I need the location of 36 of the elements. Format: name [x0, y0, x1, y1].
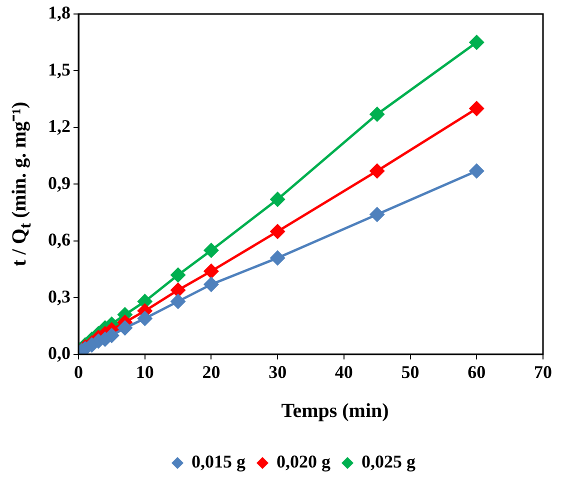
x-tick-label: 0: [74, 362, 83, 382]
x-tick-label: 20: [202, 362, 220, 382]
point: [204, 243, 218, 258]
x-tick-label: 50: [401, 362, 420, 382]
x-axis-title: Temps (min): [280, 400, 390, 423]
point: [138, 311, 152, 326]
legend-label: 0,025 g: [362, 452, 416, 472]
x-tick-label: 70: [534, 362, 552, 382]
point: [469, 101, 484, 116]
point: [170, 268, 186, 282]
point: [270, 250, 285, 266]
y-tick-label: 1,5: [48, 59, 70, 80]
x-tick-label: 10: [136, 362, 154, 382]
y-tick-label: 0,3: [48, 286, 70, 306]
point: [204, 264, 218, 278]
point: [270, 192, 285, 207]
y-tick-label: 0,9: [48, 172, 70, 193]
point: [270, 224, 285, 239]
y-tick-label: 1,2: [48, 116, 70, 136]
point: [469, 35, 484, 50]
legend-label: 0,020 g: [276, 452, 330, 472]
point: [370, 164, 384, 178]
point: [370, 106, 384, 122]
point: [170, 294, 186, 309]
y-tick-label: 0,6: [48, 230, 70, 250]
x-tick-label: 60: [468, 362, 486, 382]
point: [469, 164, 484, 178]
point: [370, 207, 384, 222]
x-tick-label: 40: [334, 362, 353, 382]
legend-label: 0,015 g: [192, 452, 246, 472]
y-tick-label: 0,0: [48, 343, 70, 364]
point: [170, 282, 186, 298]
x-tick-label: 30: [268, 362, 287, 382]
point: [118, 320, 132, 336]
y-tick-label: 1,8: [48, 2, 70, 23]
point: [204, 277, 218, 292]
